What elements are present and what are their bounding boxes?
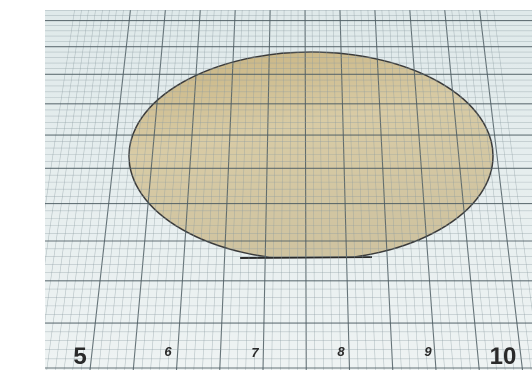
- wafer-disc: [129, 52, 493, 260]
- ruler-label: 6: [164, 344, 172, 359]
- page: 5 6 7 8 9 10 (() => { const data = JSON.…: [0, 0, 532, 370]
- ruler-label: 5: [73, 343, 86, 370]
- ruler-label: 7: [251, 345, 259, 360]
- ruler-label: 8: [337, 344, 345, 359]
- wafer: [129, 52, 493, 260]
- ruler-label: 10: [490, 343, 517, 370]
- ruler-label: 9: [424, 344, 432, 359]
- photo: 5 6 7 8 9 10: [0, 0, 532, 370]
